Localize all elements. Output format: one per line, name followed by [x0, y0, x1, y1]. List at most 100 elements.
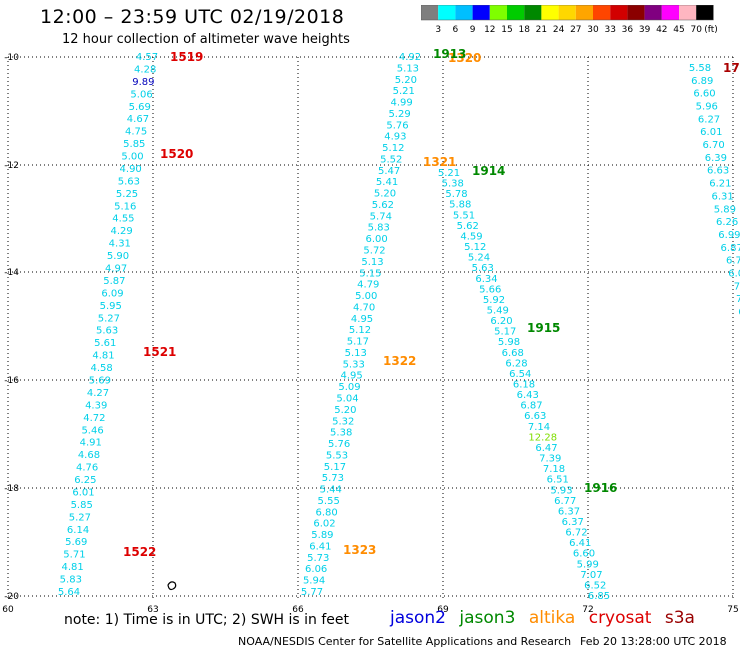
wave-height-value: 4.28	[134, 64, 156, 75]
wave-height-value: 6.87	[520, 401, 542, 412]
wave-height-value: 5.17	[494, 327, 516, 338]
wave-height-value: 9.89	[132, 77, 154, 88]
wave-height-value: 6.99	[718, 230, 740, 241]
wave-height-value: 7.	[736, 294, 740, 305]
timestamp-text: Feb 20 13:28:00 UTC 2018	[580, 635, 727, 648]
wave-height-value: 6.01	[700, 127, 722, 138]
wave-height-value: 6.28	[505, 358, 527, 369]
track-id-label: 1914	[472, 164, 505, 178]
colorbar-label: 6	[453, 25, 459, 35]
wave-height-value: 5.04	[336, 393, 358, 404]
track-id-label: 1915	[527, 321, 560, 335]
wave-height-value: 6.89	[691, 76, 713, 87]
x-tick-label: 69	[437, 605, 449, 615]
wave-height-value: 7.14	[528, 422, 550, 433]
colorbar-label: 70	[690, 25, 702, 35]
wave-height-value: 4.93	[384, 132, 406, 143]
track-id-label: 1323	[343, 543, 376, 557]
wave-height-value: 6.70	[702, 140, 724, 151]
track-id-label: 1520	[160, 147, 193, 161]
wave-height-value: 5.73	[322, 473, 344, 484]
wave-height-value: 6.72	[565, 528, 587, 539]
wave-height-value: 5.00	[355, 291, 377, 302]
colorbar-swatch	[575, 5, 593, 20]
wave-height-value: 5.13	[345, 348, 367, 359]
track-id-label: 1522	[123, 545, 156, 559]
track-id-label: 1521	[143, 345, 176, 359]
wave-height-value: 5.94	[303, 576, 325, 587]
colorbar-label: 42	[656, 25, 667, 35]
wave-height-value: 6.37	[558, 506, 580, 517]
track-id-label: 1913	[433, 47, 466, 61]
wave-height-value: 5.63	[472, 263, 494, 274]
wave-height-value: 5.53	[326, 450, 348, 461]
wave-height-value: 5.63	[118, 176, 140, 187]
wave-height-value: 5.72	[363, 246, 385, 257]
y-tick-label: -10	[4, 53, 19, 63]
y-tick-label: -14	[4, 268, 19, 278]
wave-height-value: 5.89	[311, 530, 333, 541]
wave-height-value: 4.29	[110, 226, 132, 237]
wave-height-value: 6.63	[524, 411, 546, 422]
wave-height-value: 12.28	[528, 432, 557, 443]
wave-height-value: 4.31	[109, 239, 131, 250]
colorbar-swatch	[541, 5, 559, 20]
wave-height-value: 6.27	[698, 114, 720, 125]
wave-height-value: 5.74	[370, 211, 392, 222]
wave-height-value: 5.83	[368, 223, 390, 234]
wave-height-value: 5.24	[468, 253, 490, 264]
wave-height-value: 5.93	[550, 485, 572, 496]
wave-height-value: 5.69	[65, 537, 87, 548]
colorbar-label: 3	[435, 25, 441, 35]
wave-height-value: 5.41	[376, 177, 398, 188]
wave-height-value: 6.34	[475, 274, 497, 285]
colorbar-label: 21	[536, 25, 547, 35]
wave-height-value: 5.44	[320, 485, 342, 496]
color-scale-bar: 3 6 9 12 15 18 21 24 27 30 33 36 39 42 45 70 (ft)	[421, 5, 718, 35]
wave-height-value: 4.81	[92, 351, 114, 362]
wave-height-value: 5.29	[388, 109, 410, 120]
wave-height-value: 4.67	[127, 114, 149, 125]
wave-height-value: 5.33	[343, 359, 365, 370]
wave-height-value: 6.0	[728, 268, 740, 279]
wave-height-value: 5.76	[386, 120, 408, 131]
wave-height-value: 5.99	[577, 559, 599, 570]
x-tick-label: 60	[2, 605, 14, 615]
wave-height-value: 5.21	[393, 86, 415, 97]
wave-height-value: 6.20	[490, 316, 512, 327]
wave-height-value: 5.69	[129, 102, 151, 113]
wave-height-value: 6.09	[101, 288, 123, 299]
colorbar-swatch	[593, 5, 611, 20]
wave-height-value: 6.06	[305, 564, 327, 575]
wave-height-value: 5.47	[378, 166, 400, 177]
wave-height-value: 6.87	[721, 243, 740, 254]
wave-height-value: 5.12	[464, 242, 486, 253]
x-tick-label: 63	[147, 605, 158, 615]
wave-height-value: 5.46	[81, 425, 103, 436]
wave-height-value: 6.47	[535, 443, 557, 454]
colorbar-label: 15	[501, 25, 512, 35]
wave-height-value: 4.90	[120, 164, 142, 175]
colorbar-swatch	[696, 5, 714, 20]
y-tick-label: -20	[4, 592, 19, 602]
wave-height-value: 4.70	[353, 302, 375, 313]
colorbar-swatch	[679, 5, 697, 20]
wave-height-value: 5.89	[714, 204, 736, 215]
colorbar-label: 18	[518, 25, 530, 35]
wave-height-value: 6.31	[711, 191, 733, 202]
wave-height-value: 6.77	[554, 496, 576, 507]
track-id-label: 1320	[448, 51, 481, 65]
wave-height-value: 5.27	[98, 313, 120, 324]
colorbar-swatch	[627, 5, 645, 20]
wave-height-value: 5.17	[347, 337, 369, 348]
wave-height-value: 5.13	[361, 257, 383, 268]
legend-jason2: jason2	[390, 608, 446, 628]
wave-height-value: 5.25	[116, 189, 138, 200]
wave-height-value: 4.55	[112, 214, 134, 225]
wave-height-value: 4.95	[340, 371, 362, 382]
legend-jason3: jason3	[459, 608, 516, 628]
colorbar-unit: (ft)	[704, 25, 718, 35]
wave-height-value: 6.60	[693, 89, 715, 100]
wave-height-value: 5.92	[483, 295, 505, 306]
wave-height-value: 5.78	[445, 189, 467, 200]
